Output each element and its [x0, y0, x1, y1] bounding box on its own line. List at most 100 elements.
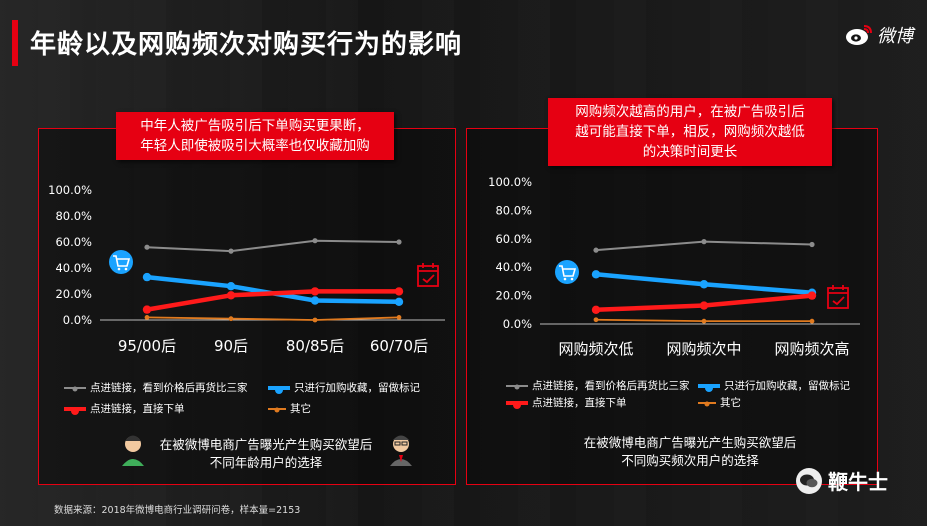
data-point-blue [310, 296, 320, 305]
weibo-logo: 微博 [845, 22, 913, 48]
data-point-gray [312, 238, 318, 244]
callout-age: 中年人被广告吸引后下单购买更果断， 年轻人即使被吸引大概率也仅收藏加购 [116, 112, 394, 160]
y-tick-label: 80.0% [495, 203, 532, 217]
legend-item-red: 点进链接，直接下单 [64, 401, 185, 416]
x-tick-label: 网购频次低 [558, 340, 633, 358]
y-tick-label: 0.0% [503, 317, 532, 331]
data-point-orange [593, 317, 599, 323]
x-tick-label: 95/00后 [118, 337, 176, 355]
caption-line: 不同年龄用户的选择 [209, 455, 323, 470]
y-tick-label: 100.0% [48, 183, 92, 197]
x-tick-label: 网购频次高 [774, 340, 849, 358]
callout-line: 越可能直接下单，相反，网购频次越低 [575, 124, 805, 140]
legend-label: 点进链接，看到价格后再货比三家 [532, 380, 690, 392]
legend-item-orange: 其它 [698, 395, 741, 410]
data-point-blue [699, 280, 709, 289]
callout-line: 中年人被广告吸引后下单购买更果断， [140, 118, 370, 134]
data-point-blue [394, 297, 404, 306]
data-point-orange [312, 317, 318, 323]
legend-item-blue: 只进行加购收藏，留做标记 [268, 380, 420, 395]
legend-item-gray: 点进链接，看到价格后再货比三家 [506, 378, 690, 393]
data-point-red [699, 301, 709, 310]
data-point-gray [701, 239, 707, 245]
x-tick-label: 90后 [214, 337, 248, 355]
legend-item-blue: 只进行加购收藏，留做标记 [698, 378, 850, 393]
legend-label: 只进行加购收藏，留做标记 [724, 380, 850, 392]
y-tick-label: 60.0% [495, 232, 532, 246]
data-point-orange [809, 318, 815, 324]
data-point-orange [228, 316, 234, 322]
legend-swatch-blue [698, 383, 720, 392]
data-point-red [807, 291, 817, 300]
legend-swatch-gray [64, 386, 86, 391]
legend-label: 只进行加购收藏，留做标记 [294, 382, 420, 394]
data-point-red [142, 305, 152, 314]
legend-swatch-red [64, 406, 86, 415]
chart-0: 100.0% 80.0% 60.0% 40.0% 20.0% 0.0% 95/00后 90后 8… [48, 183, 445, 355]
callout-line: 年轻人即使被吸引大概率也仅收藏加购 [140, 138, 370, 154]
callout-line: 网购频次越高的用户，在被广告吸引后 [575, 104, 805, 120]
brand-text: 微博 [877, 26, 913, 47]
wechat-icon [796, 467, 822, 494]
legend-swatch-gray [506, 384, 528, 389]
y-tick-label: 80.0% [55, 209, 92, 223]
y-tick-label: 40.0% [55, 261, 92, 275]
data-point-gray [396, 239, 402, 245]
legend-label: 点进链接，直接下单 [90, 403, 185, 415]
callout-frequency: 网购频次越高的用户，在被广告吸引后 越可能直接下单，相反，网购频次越低 的决策时… [548, 98, 832, 166]
legend-label: 点进链接，直接下单 [532, 397, 627, 409]
legend-swatch-orange [698, 401, 716, 406]
data-point-blue [142, 272, 152, 282]
wechat-watermark: 鞭牛士 [796, 466, 888, 495]
cart-icon [109, 250, 133, 274]
data-source-note: 数据来源：2018年微博电商行业调研问卷，样本量=2153 [54, 505, 301, 516]
series-line-orange [146, 316, 400, 321]
page-title: 年龄以及网购频次对购买行为的影响 [30, 30, 463, 60]
caption-line: 不同购买频次用户的选择 [621, 453, 759, 468]
caption-line: 在被微博电商广告曝光产生购买欲望后 [583, 435, 797, 450]
cart-icon [555, 260, 579, 284]
data-point-blue [226, 282, 236, 291]
chart-caption-frequency: 在被微博电商广告曝光产生购买欲望后 不同购买频次用户的选择 [570, 434, 810, 470]
data-point-blue [591, 270, 601, 279]
calendar-check-icon [417, 263, 439, 287]
legend-label: 点进链接，看到价格后再货比三家 [90, 382, 248, 394]
data-point-orange [701, 318, 707, 324]
young-user-avatar-icon [122, 435, 144, 466]
watermark-text: 鞭牛士 [828, 470, 888, 494]
legend-item-orange: 其它 [268, 401, 311, 416]
series-line-gray [146, 239, 400, 253]
y-tick-label: 20.0% [495, 289, 532, 303]
x-tick-label: 网购频次中 [666, 340, 741, 358]
chart-caption-age: 在被微博电商广告曝光产生购买欲望后 不同年龄用户的选择 [146, 436, 386, 472]
middle-aged-user-avatar-icon [390, 435, 412, 466]
legend-swatch-red [506, 400, 528, 409]
legend-item-gray: 点进链接，看到价格后再货比三家 [64, 380, 248, 395]
y-tick-label: 0.0% [63, 313, 92, 327]
data-point-gray [144, 244, 150, 250]
data-point-red [394, 287, 404, 296]
data-point-gray [593, 247, 599, 253]
y-tick-label: 40.0% [495, 260, 532, 274]
legend-label: 其它 [720, 397, 741, 409]
y-tick-label: 100.0% [488, 175, 532, 189]
title-accent-bar [12, 20, 18, 66]
data-point-gray [809, 241, 815, 248]
data-point-red [591, 305, 601, 314]
legend-swatch-orange [268, 407, 286, 412]
data-point-gray [228, 248, 234, 254]
data-point-orange [396, 315, 402, 320]
y-tick-label: 60.0% [55, 235, 92, 249]
callout-line: 的决策时间更长 [642, 144, 738, 160]
weibo-eye-icon [846, 25, 872, 45]
data-point-red [310, 287, 320, 296]
legend-item-red: 点进链接，直接下单 [506, 395, 627, 410]
x-tick-label: 60/70后 [370, 337, 428, 355]
caption-line: 在被微博电商广告曝光产生购买欲望后 [159, 437, 373, 452]
legend-swatch-blue [268, 385, 290, 394]
calendar-check-icon [827, 285, 849, 309]
x-tick-label: 80/85后 [286, 337, 344, 355]
legend-label: 其它 [290, 403, 311, 415]
chart-panel-age [38, 128, 456, 485]
